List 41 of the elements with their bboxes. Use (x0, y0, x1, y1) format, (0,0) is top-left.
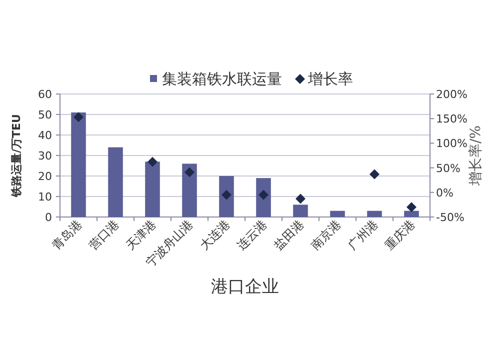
y2-tick-label: 0% (436, 186, 454, 200)
x-tick-label: 营口港 (86, 217, 122, 253)
bar (182, 164, 197, 217)
point (148, 156, 158, 167)
y2-tick-label: 200% (436, 88, 468, 101)
y-tick-label: 0 (45, 211, 52, 224)
x-tick-label: 连云港 (234, 217, 270, 253)
point (406, 202, 416, 212)
bar (293, 204, 308, 217)
x-tick-label: 南京港 (308, 217, 344, 253)
bar (367, 210, 382, 217)
y-tick-label: 60 (38, 88, 52, 101)
y-tick-label: 30 (38, 150, 52, 162)
y-tick-label: 20 (38, 170, 52, 183)
bar (219, 176, 234, 217)
point (370, 169, 380, 180)
x-tick-label: 盐田港 (271, 217, 307, 253)
y2-tick-label: 50% (436, 162, 460, 175)
x-tick-label: 重庆港 (382, 217, 418, 253)
y2-tick-label: 100% (436, 137, 468, 150)
point (74, 112, 84, 122)
x-tick-label: 广州港 (345, 217, 381, 253)
y-tick-label: 50 (38, 108, 52, 122)
y2-axis-title: 增长率/% (468, 125, 484, 187)
y-axis-title: 铁路运量/万TEU (10, 114, 23, 198)
point (184, 167, 194, 178)
bar (404, 210, 419, 217)
x-tick-label: 大连港 (197, 217, 233, 253)
y2-tick-label: 150% (436, 112, 468, 126)
bar (71, 112, 86, 217)
legend-label: 增长率 (307, 70, 353, 88)
bar (256, 178, 271, 217)
bar (145, 162, 160, 217)
y2-tick-label: -50% (436, 211, 464, 224)
y-tick-label: 40 (38, 129, 52, 142)
y-tick-label: 10 (38, 190, 52, 204)
point (296, 194, 306, 204)
x-axis-title: 港口企业 (211, 277, 279, 297)
bar (330, 210, 345, 217)
bar (108, 147, 123, 217)
legend-label: 集装箱铁水联运量 (162, 70, 282, 88)
